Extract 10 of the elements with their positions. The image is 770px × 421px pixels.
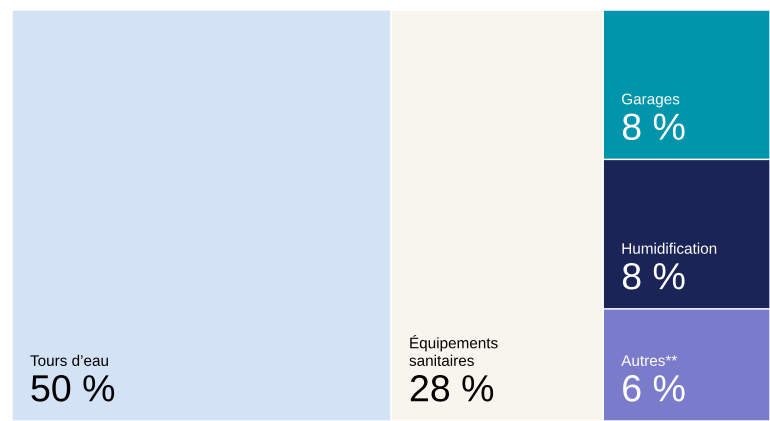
data-label: 8 % <box>622 113 685 140</box>
category-label: Autres** <box>621 355 678 366</box>
data-label: 8 % <box>622 262 685 290</box>
category-label: Garages <box>622 94 680 108</box>
data-label: 28 % <box>410 375 494 402</box>
category-label: Tours d’eau <box>30 354 108 366</box>
category-label: Équipements sanitaires <box>409 335 498 366</box>
data-label: 6 % <box>623 375 685 402</box>
data-label: 50 % <box>32 375 114 402</box>
category-label: Humidification <box>622 242 716 254</box>
